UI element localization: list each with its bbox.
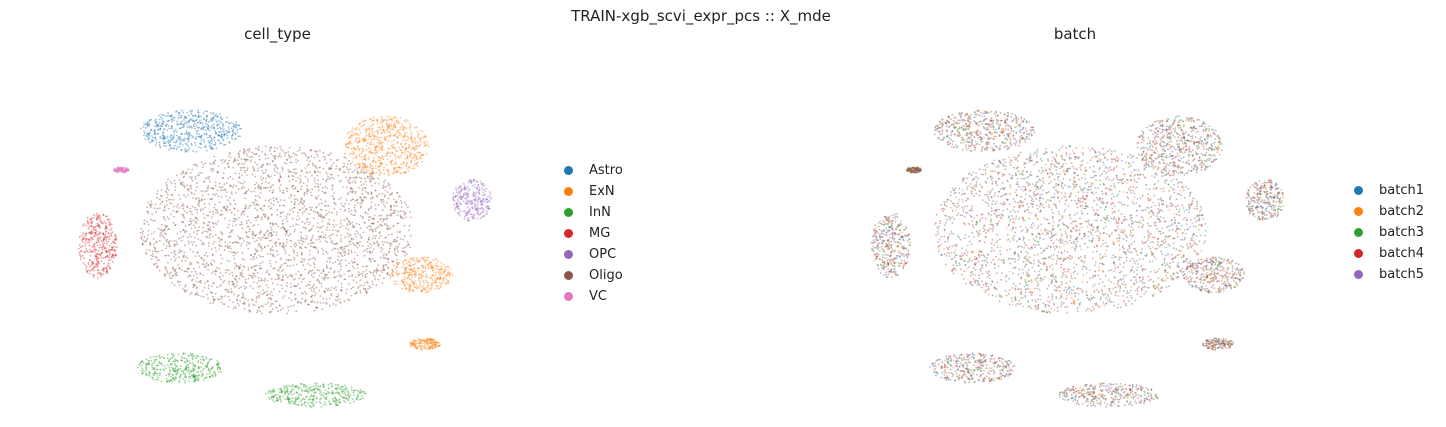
legend-label: batch5 xyxy=(1379,267,1424,282)
cluster-exn xyxy=(344,115,430,177)
legend-marker xyxy=(564,292,573,301)
cluster-exn xyxy=(1182,256,1246,294)
cluster-vc xyxy=(905,166,923,174)
scatter-plot-cell-type xyxy=(77,109,493,408)
cluster-opc xyxy=(1245,179,1285,221)
legend-label: batch2 xyxy=(1379,204,1424,219)
legend-label: ExN xyxy=(589,184,615,199)
legend-batch: batch1 batch2 batch3 batch4 batch5 xyxy=(1354,180,1424,285)
cell-type-legend-item: Oligo xyxy=(564,265,623,286)
legend-marker xyxy=(564,187,573,196)
legend-label: InN xyxy=(589,205,611,220)
legend-marker xyxy=(1354,228,1363,237)
cluster-oligo xyxy=(934,145,1207,314)
legend-label: batch3 xyxy=(1379,225,1424,240)
cluster-inn xyxy=(1058,382,1159,408)
cluster-inn xyxy=(929,352,1016,384)
legend-marker xyxy=(564,271,573,280)
legend-marker xyxy=(1354,207,1363,216)
legend-label: MG xyxy=(589,226,611,241)
cluster-astro xyxy=(933,109,1036,153)
cluster-mg xyxy=(870,213,911,278)
panel-title-batch: batch xyxy=(1053,25,1097,43)
batch-legend-item: batch5 xyxy=(1354,264,1424,285)
cluster-mg xyxy=(77,213,118,279)
legend-cell-type: Astro ExN InN MG OPC Oligo VC xyxy=(564,160,623,307)
batch-legend-item: batch3 xyxy=(1354,222,1424,243)
legend-marker xyxy=(1354,249,1363,258)
legend-marker xyxy=(564,208,573,217)
figure-suptitle: TRAIN-xgb_scvi_expr_pcs :: X_mde xyxy=(571,7,831,25)
legend-marker xyxy=(564,250,573,259)
cluster-exn xyxy=(1202,337,1235,351)
batch-legend-item: batch2 xyxy=(1354,201,1424,222)
legend-marker xyxy=(1354,186,1363,195)
legend-label: OPC xyxy=(589,247,617,262)
legend-marker xyxy=(564,229,573,238)
cluster-exn xyxy=(409,337,441,351)
cell-type-legend-item: OPC xyxy=(564,244,623,265)
batch-legend-item: batch4 xyxy=(1354,243,1424,264)
cell-type-legend-item: MG xyxy=(564,223,623,244)
cell-type-legend-item: VC xyxy=(564,286,623,307)
panel-title-cell-type: cell_type xyxy=(244,25,311,43)
cluster-inn xyxy=(136,352,222,384)
legend-marker xyxy=(1354,270,1363,279)
legend-label: Oligo xyxy=(589,268,623,283)
batch-legend-item: batch1 xyxy=(1354,180,1424,201)
cluster-exn xyxy=(389,256,454,293)
cluster-astro xyxy=(140,109,243,153)
cell-type-legend-item: Astro xyxy=(564,160,623,181)
cell-type-legend-item: InN xyxy=(564,202,623,223)
cluster-oligo xyxy=(139,145,412,315)
cluster-inn xyxy=(264,382,367,408)
cluster-opc xyxy=(451,178,493,222)
legend-label: batch4 xyxy=(1379,246,1424,261)
cluster-exn xyxy=(1136,115,1223,177)
legend-label: Astro xyxy=(589,163,623,178)
cell-type-legend-item: ExN xyxy=(564,181,623,202)
legend-label: batch1 xyxy=(1379,183,1424,198)
cluster-vc xyxy=(113,166,130,174)
legend-marker xyxy=(564,166,573,175)
legend-label: VC xyxy=(589,289,607,304)
